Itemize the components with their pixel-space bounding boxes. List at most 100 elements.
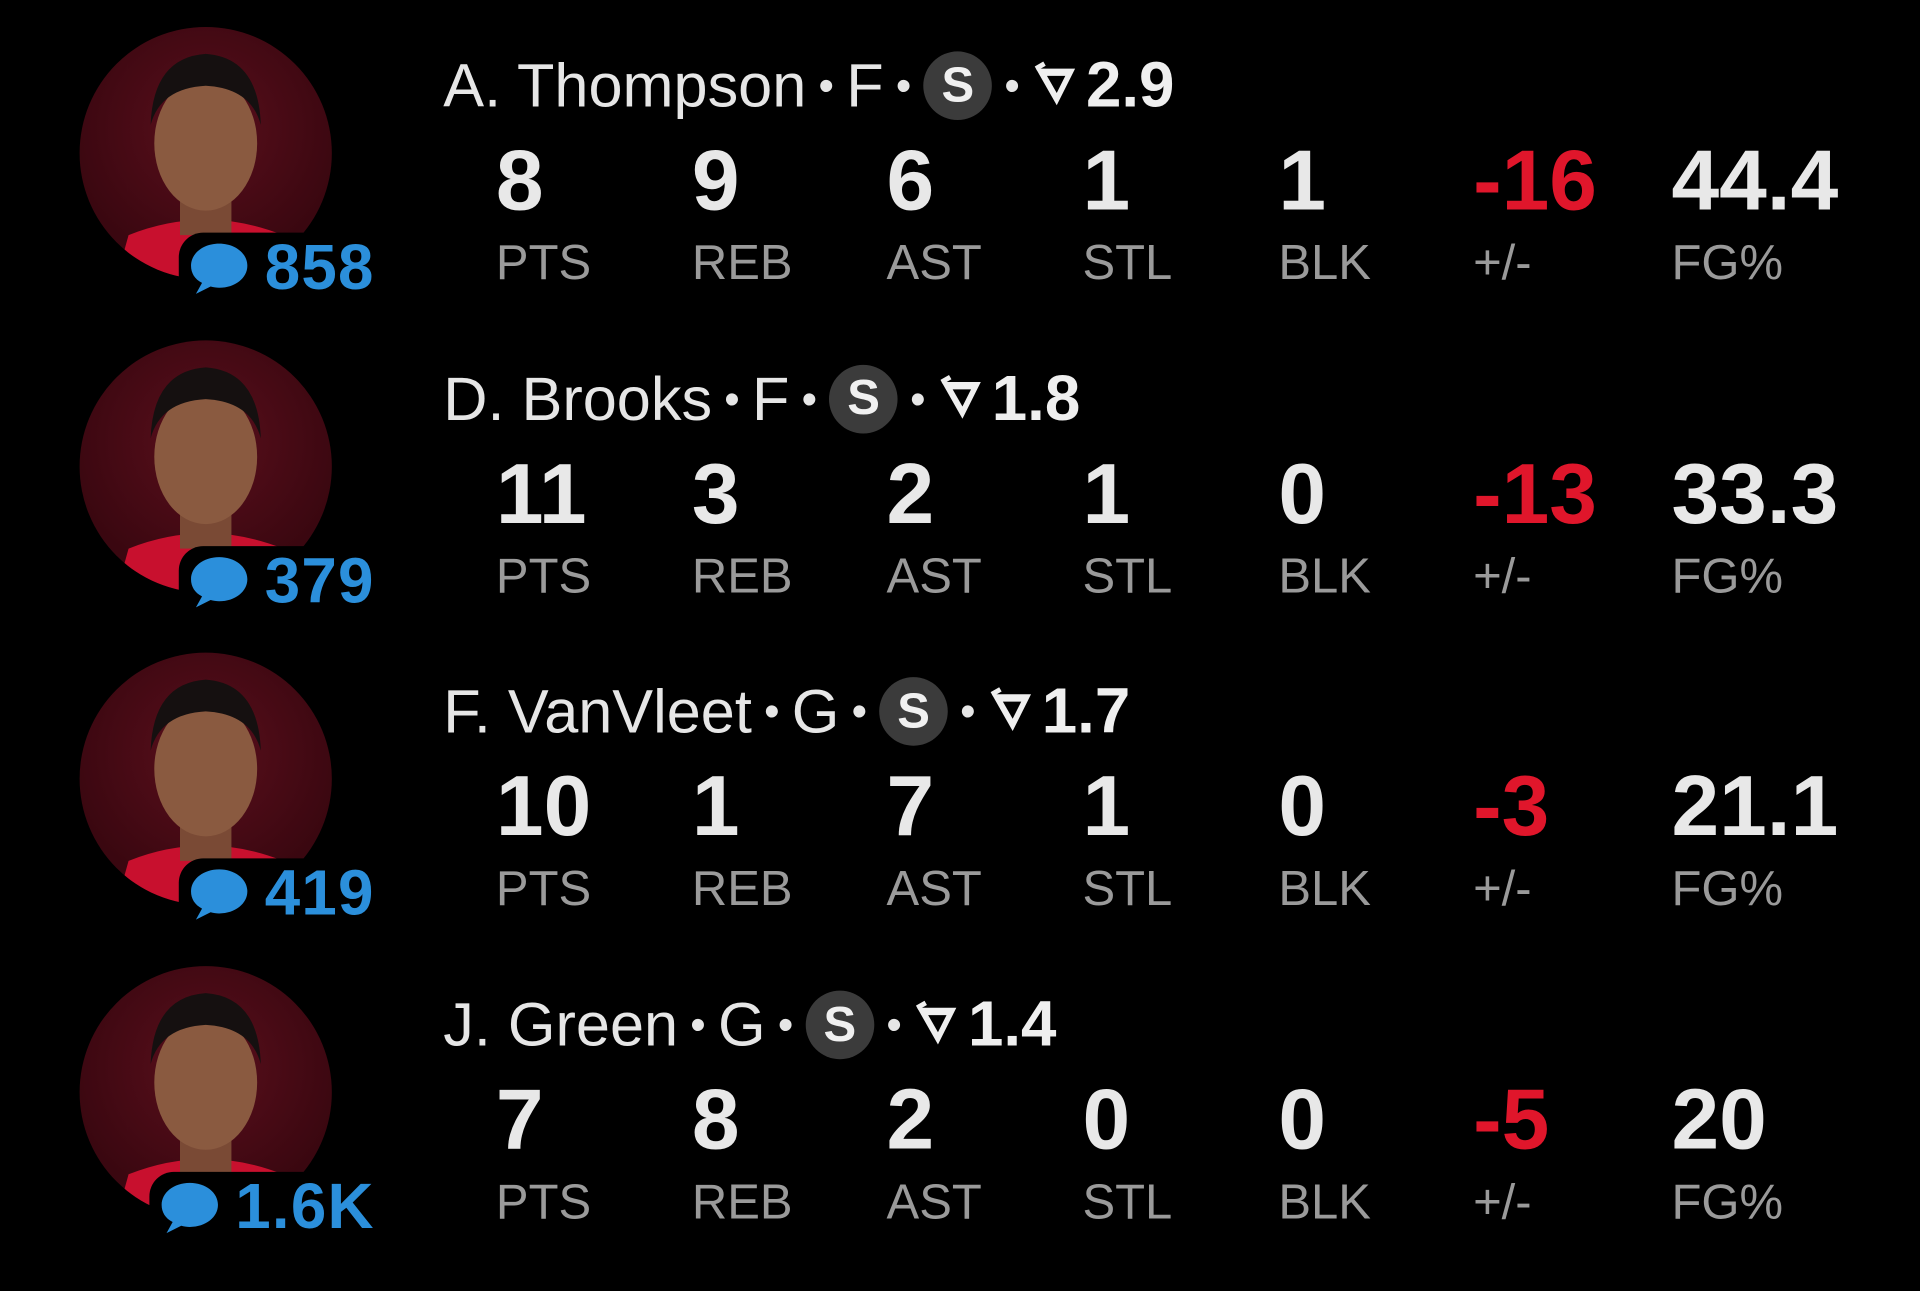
comments-button[interactable]: 419	[179, 858, 380, 930]
separator-dot: •	[895, 60, 912, 111]
stat-value: 8	[495, 132, 544, 228]
stat-label: FG%	[1671, 862, 1784, 917]
stat-ast: 2 AST	[887, 445, 982, 604]
stat-plusminus: -13 +/-	[1473, 445, 1597, 604]
stat-label: STL	[1082, 862, 1173, 917]
stat-value: 1	[1082, 445, 1131, 541]
stat-value: 3	[691, 445, 740, 541]
starter-badge: S	[805, 990, 875, 1060]
stat-value: 7	[886, 758, 935, 854]
stat-label: REB	[691, 862, 793, 917]
player-position: F	[846, 51, 884, 121]
stat-value: 1	[1082, 758, 1131, 854]
starter-badge: S	[923, 51, 993, 121]
stat-stl: 0 STL	[1082, 1072, 1172, 1231]
rating-flag-icon	[990, 687, 1031, 732]
stat-fg: 21.1 FG%	[1671, 758, 1838, 917]
stat-pts: 7 PTS	[496, 1072, 591, 1231]
stat-plusminus: -3 +/-	[1473, 758, 1549, 917]
stat-label: PTS	[495, 236, 592, 291]
stat-value: 6	[886, 132, 935, 228]
stat-value: 33.3	[1671, 445, 1839, 541]
stat-stl: 1 STL	[1082, 758, 1172, 917]
comment-bubble-icon	[191, 869, 248, 921]
separator-dot: •	[801, 373, 818, 424]
player-rating: 1.4	[967, 989, 1057, 1061]
stat-pts: 8 PTS	[496, 132, 591, 291]
separator-dot: •	[910, 373, 926, 424]
stat-ast: 7 AST	[887, 758, 982, 917]
stat-reb: 3 REB	[692, 445, 793, 604]
stat-label: BLK	[1278, 862, 1371, 917]
stat-pts: 11 PTS	[496, 445, 591, 604]
stat-label: +/-	[1473, 1175, 1532, 1230]
player-position: G	[791, 677, 840, 747]
stat-value: 0	[1278, 1071, 1327, 1168]
separator-dot: •	[764, 686, 780, 737]
stat-label: AST	[886, 236, 982, 291]
stat-label: FG%	[1671, 236, 1784, 291]
rating-flag-icon	[916, 1000, 957, 1045]
stat-blk: 0 BLK	[1278, 445, 1371, 604]
stat-value: 1	[1278, 132, 1327, 228]
comment-bubble-icon	[161, 1182, 219, 1234]
stat-label: AST	[886, 549, 982, 604]
stat-fg: 44.4 FG%	[1671, 132, 1838, 291]
player-header: J. Green • G • S • 1.4	[443, 988, 1056, 1061]
player-rating: 2.9	[1085, 50, 1175, 122]
stat-fg: 20 FG%	[1671, 1072, 1783, 1231]
comments-button[interactable]: 858	[179, 232, 380, 304]
player-header: F. VanVleet • G • S • 1.7	[443, 675, 1130, 748]
player-name[interactable]: J. Green	[443, 990, 679, 1060]
comments-button[interactable]: 1.6K	[149, 1171, 380, 1243]
comment-count: 858	[264, 232, 375, 304]
stat-ast: 2 AST	[887, 1072, 982, 1231]
stat-label: REB	[691, 236, 793, 291]
comment-bubble-icon	[191, 243, 248, 294]
stat-value: 1	[691, 758, 740, 854]
separator-dot: •	[777, 999, 794, 1050]
comments-button[interactable]: 379	[179, 545, 380, 617]
separator-dot: •	[690, 999, 706, 1050]
stat-value: 0	[1082, 1071, 1131, 1168]
stat-pts: 10 PTS	[496, 758, 591, 917]
player-name[interactable]: F. VanVleet	[443, 677, 752, 747]
player-row[interactable]: 858 A. Thompson • F • S • 2.9 8 PTS 9 RE…	[0, 0, 1920, 313]
stat-blk: 0 BLK	[1278, 1072, 1371, 1231]
stat-blk: 0 BLK	[1278, 758, 1371, 917]
stat-label: PTS	[495, 1175, 592, 1230]
stat-label: +/-	[1473, 549, 1532, 604]
player-position: F	[751, 364, 790, 434]
stat-blk: 1 BLK	[1278, 132, 1371, 291]
stat-ast: 6 AST	[887, 132, 982, 291]
player-name[interactable]: A. Thompson	[443, 51, 807, 121]
stat-label: BLK	[1278, 549, 1371, 604]
player-row[interactable]: 379 D. Brooks • F • S • 1.8 11 PTS 3 REB…	[0, 313, 1920, 626]
player-header: A. Thompson • F • S • 2.9	[443, 49, 1174, 122]
stat-label: STL	[1082, 1175, 1173, 1230]
player-row[interactable]: 1.6K J. Green • G • S • 1.4 7 PTS 8 REB …	[0, 939, 1920, 1252]
stat-value: 1	[1082, 132, 1131, 228]
stat-label: FG%	[1671, 1175, 1784, 1230]
stat-fg: 33.3 FG%	[1671, 445, 1838, 604]
stat-label: +/-	[1473, 236, 1532, 291]
player-row[interactable]: 419 F. VanVleet • G • S • 1.7 10 PTS 1 R…	[0, 626, 1920, 939]
player-position: G	[717, 990, 766, 1060]
stat-label: REB	[691, 1175, 793, 1230]
stat-value: -16	[1473, 132, 1597, 228]
stat-label: BLK	[1278, 1175, 1371, 1230]
comment-bubble-icon	[191, 556, 248, 607]
comment-count: 1.6K	[235, 1171, 375, 1243]
stat-value: -13	[1473, 445, 1597, 541]
stat-value: 20	[1671, 1071, 1767, 1168]
stat-label: STL	[1082, 236, 1173, 291]
player-name[interactable]: D. Brooks	[443, 364, 713, 434]
stat-value: 0	[1278, 758, 1327, 854]
starter-badge: S	[829, 364, 898, 434]
stat-value: 21.1	[1671, 758, 1839, 854]
stat-stl: 1 STL	[1082, 132, 1172, 291]
stat-value: 10	[495, 758, 592, 854]
player-rating: 1.7	[1041, 676, 1131, 748]
stat-label: REB	[691, 549, 793, 604]
rating-flag-icon	[1034, 61, 1075, 106]
